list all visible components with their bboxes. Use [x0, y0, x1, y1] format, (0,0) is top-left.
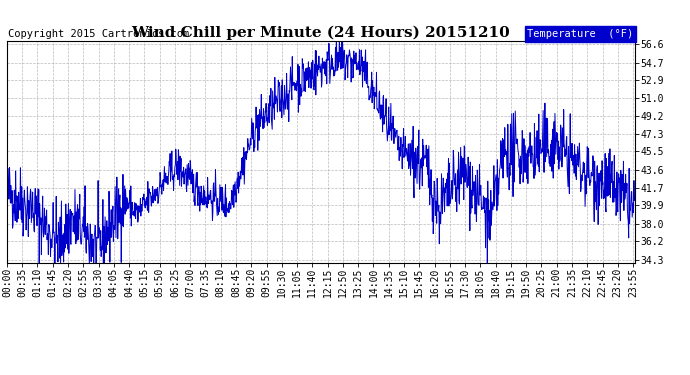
- Title: Wind Chill per Minute (24 Hours) 20151210: Wind Chill per Minute (24 Hours) 2015121…: [132, 26, 510, 40]
- Text: Copyright 2015 Cartronics.com: Copyright 2015 Cartronics.com: [8, 29, 189, 39]
- Text: Temperature  (°F): Temperature (°F): [527, 29, 633, 39]
